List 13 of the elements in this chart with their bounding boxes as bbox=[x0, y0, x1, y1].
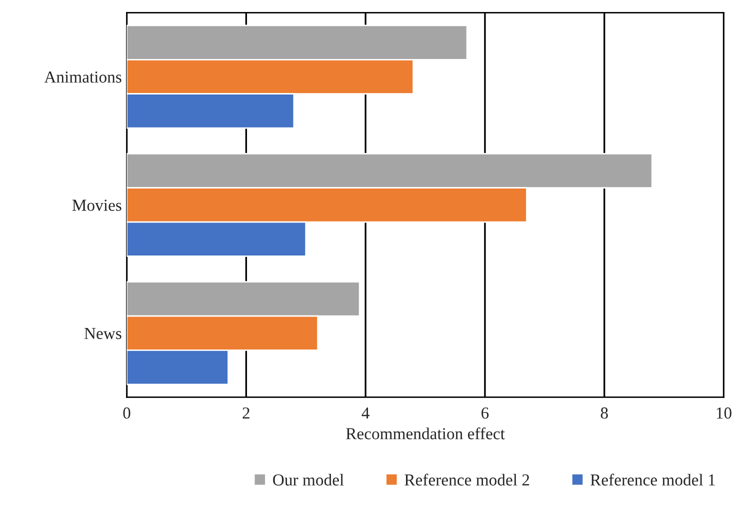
x-tick-label: 6 bbox=[481, 407, 489, 419]
x-axis-title: Recommendation effect bbox=[346, 427, 505, 440]
legend-label: Reference model 1 bbox=[590, 474, 715, 486]
y-tick-label: News bbox=[84, 328, 122, 340]
legend-label: Reference model 2 bbox=[404, 474, 530, 486]
x-tick-label: 0 bbox=[123, 407, 130, 419]
y-tick-label: Movies bbox=[72, 200, 122, 211]
x-tick-label: 10 bbox=[716, 407, 732, 419]
legend-label: Our model bbox=[273, 474, 344, 486]
x-tick-label: 2 bbox=[242, 407, 250, 418]
x-tick-label: 4 bbox=[362, 408, 370, 418]
x-tick-label: 8 bbox=[600, 407, 608, 419]
y-tick-label: Animations bbox=[44, 71, 122, 83]
